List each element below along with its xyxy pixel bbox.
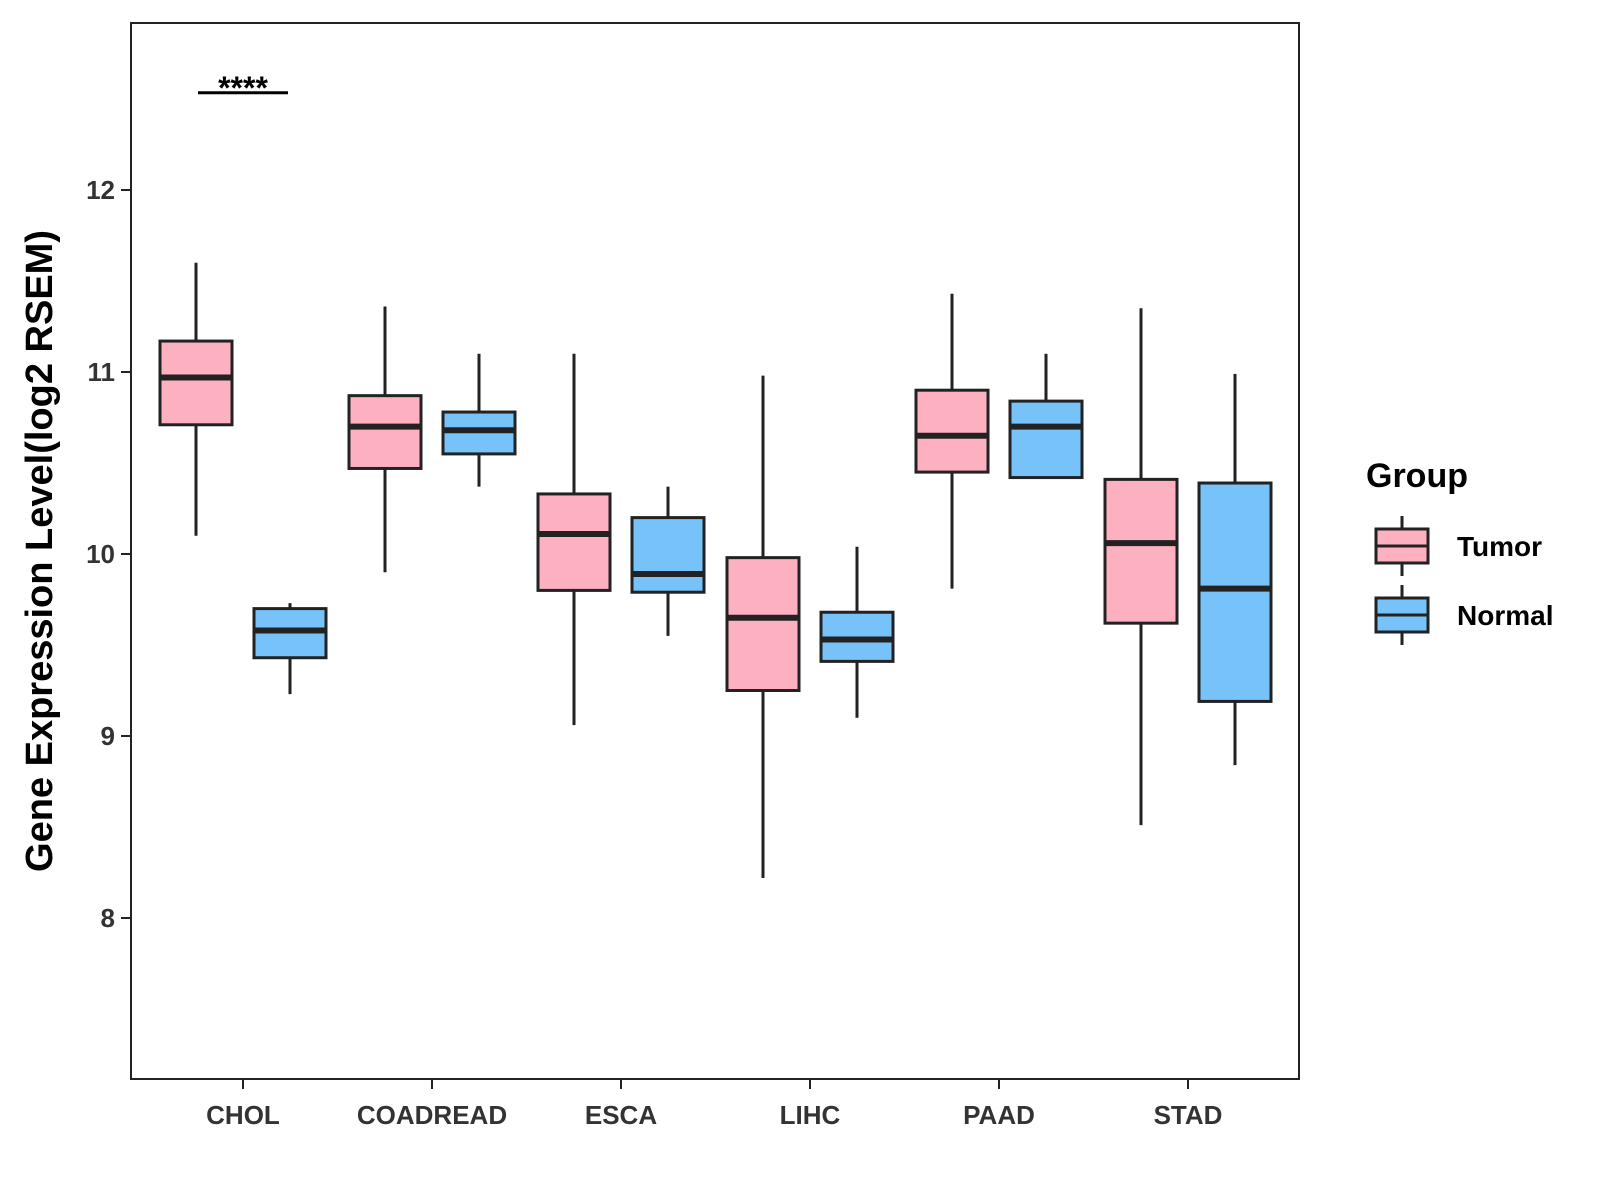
legend: Group Tumor Normal <box>1366 457 1553 645</box>
significance-annotations: **** <box>198 70 288 106</box>
box-body-tumor-stad <box>1103 477 1179 625</box>
box-tumor-chol <box>158 262 234 536</box>
box-tumor-paad <box>914 293 990 589</box>
box-tumor-coadread <box>347 306 423 573</box>
box-normal-stad <box>1197 373 1273 766</box>
box-normal-paad <box>1008 353 1084 480</box>
y-tick-label-9: 9 <box>101 721 115 751</box>
box-tumor-stad <box>1103 308 1179 826</box>
x-tick-label-chol: CHOL <box>206 1100 280 1130</box>
box-normal-esca <box>630 486 706 636</box>
x-tick-label-stad: STAD <box>1154 1100 1223 1130</box>
y-tick-label-8: 8 <box>101 903 115 933</box>
box-normal-coadread <box>441 353 517 487</box>
box-body-normal-paad <box>1008 399 1084 480</box>
box-body-tumor-esca <box>536 492 612 592</box>
legend-item-tumor: Tumor <box>1374 516 1542 576</box>
box-tumor-esca <box>536 353 612 726</box>
box-body-tumor-coadread <box>347 394 423 470</box>
box-body-normal-stad <box>1197 481 1273 703</box>
y-axis: 8 9 10 11 12 <box>86 175 131 933</box>
x-tick-label-coadread: COADREAD <box>357 1100 507 1130</box>
legend-label-tumor: Tumor <box>1457 531 1542 562</box>
legend-item-normal: Normal <box>1374 585 1553 645</box>
box-body-tumor-lihc <box>725 556 801 693</box>
box-body-normal-esca <box>630 516 706 594</box>
x-tick-label-lihc: LIHC <box>780 1100 841 1130</box>
box-tumor-lihc <box>725 375 801 878</box>
y-tick-label-11: 11 <box>88 357 116 387</box>
significance-label-chol: **** <box>218 70 268 106</box>
box-body-tumor-paad <box>914 388 990 474</box>
y-axis-title: Gene Expression Level(log2 RSEM) <box>19 230 61 872</box>
x-tick-label-esca: ESCA <box>585 1100 657 1130</box>
box-normal-chol <box>252 603 328 695</box>
legend-title: Group <box>1366 457 1468 495</box>
y-tick-label-12: 12 <box>86 175 115 205</box>
box-normal-lihc <box>819 546 895 718</box>
legend-label-normal: Normal <box>1457 600 1553 631</box>
x-tick-label-paad: PAAD <box>963 1100 1035 1130</box>
x-axis: CHOL COADREAD ESCA LIHC PAAD STAD <box>206 1079 1222 1130</box>
y-tick-label-10: 10 <box>86 539 115 569</box>
box-body-tumor-chol <box>158 339 234 427</box>
box-group <box>158 262 1273 878</box>
